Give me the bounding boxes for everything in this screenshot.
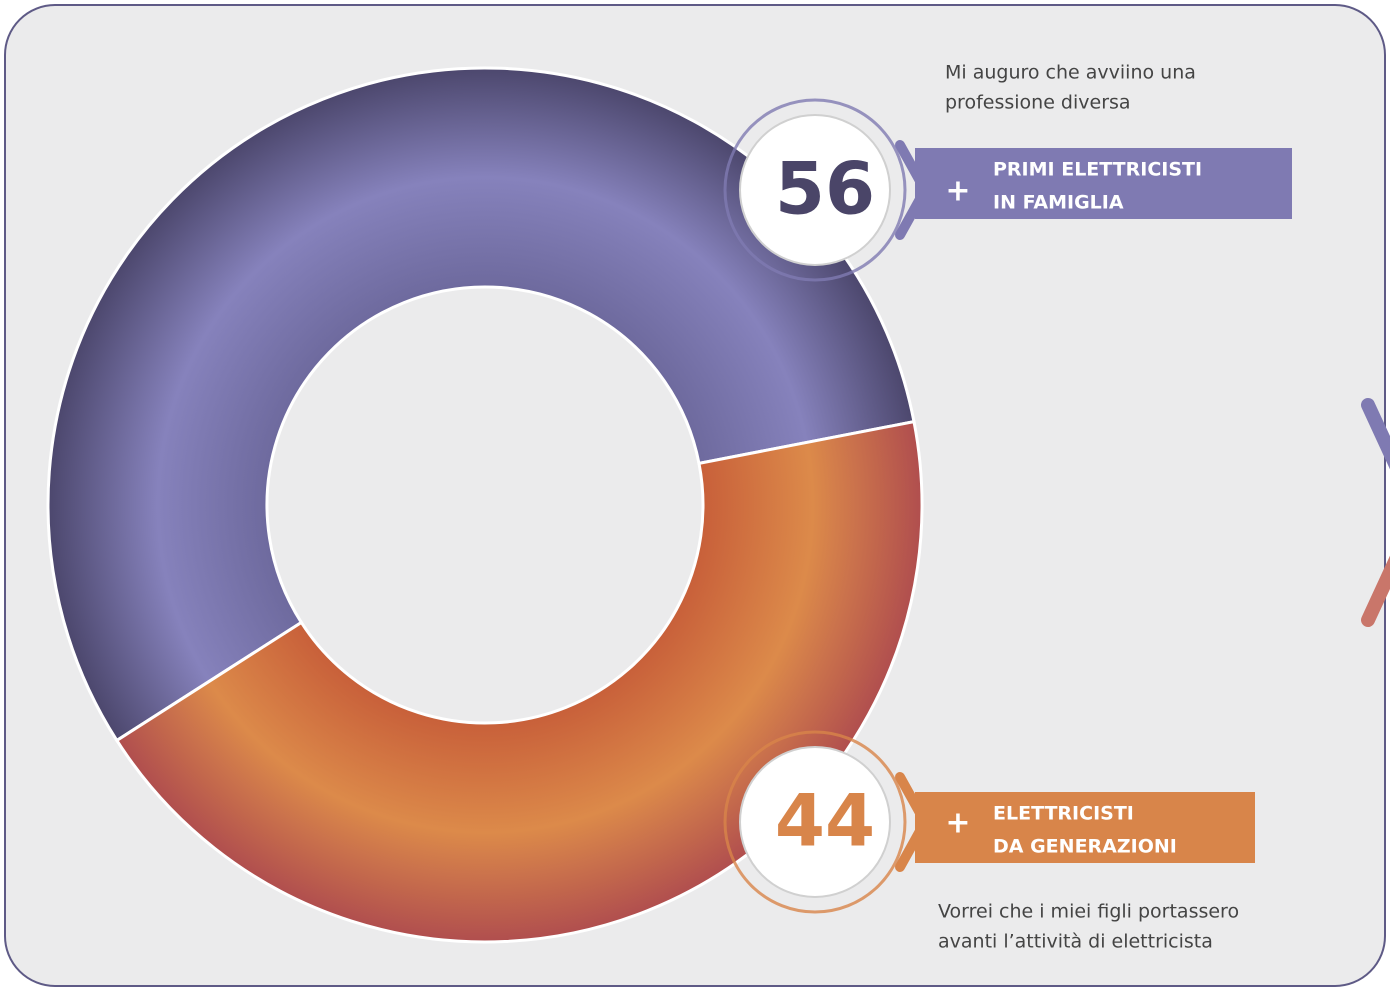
annotation: avanti l’attività di elettricista <box>938 931 1213 953</box>
category-label: IN FAMIGLIA <box>993 192 1124 214</box>
annotation: Vorrei che i miei figli portassero <box>938 901 1239 923</box>
badge-chevron <box>895 772 931 872</box>
badge-chevron <box>895 140 931 240</box>
chevron <box>1361 555 1390 627</box>
badge-ring <box>723 730 907 914</box>
label-box <box>915 148 1292 219</box>
category-label: DA GENERAZIONI <box>993 836 1177 858</box>
label-prefix: + <box>945 806 970 841</box>
category-label: PRIMI ELETTRICISTI <box>993 159 1202 181</box>
donut-segment <box>114 419 924 944</box>
badge-value: 44 <box>775 779 875 863</box>
badge-ring <box>723 98 907 282</box>
badge <box>739 114 891 266</box>
annotation: Mi auguro che avviino una <box>945 62 1196 84</box>
category-label: ELETTRICISTI <box>993 803 1134 825</box>
label-box <box>915 792 1255 863</box>
annotation: professione diversa <box>945 92 1131 114</box>
badge <box>739 746 891 898</box>
chevron <box>1361 398 1390 470</box>
badge-value: 56 <box>775 147 875 231</box>
label-prefix: + <box>945 174 970 209</box>
